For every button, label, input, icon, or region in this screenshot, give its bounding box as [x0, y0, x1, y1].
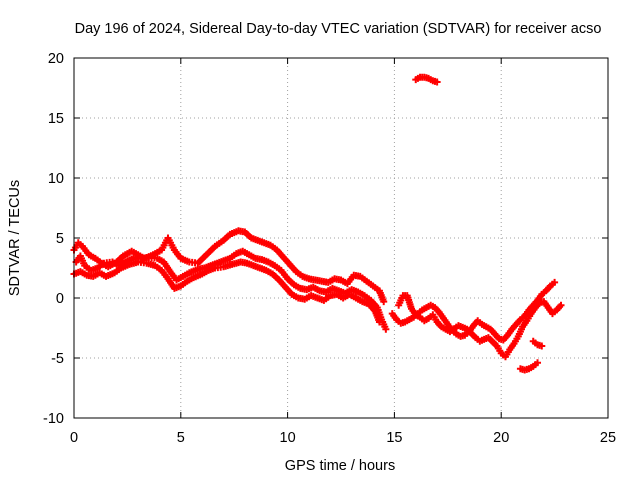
- data-point: [538, 298, 546, 306]
- data-point: [496, 347, 504, 355]
- y-tick-label: 0: [56, 291, 64, 307]
- data-point: [391, 314, 399, 322]
- data-point: [526, 312, 534, 320]
- x-tick-label: 15: [386, 430, 402, 446]
- y-axis: -10 -5 0 5 10 15 20: [43, 51, 608, 427]
- data-point: [461, 324, 469, 332]
- data-points: [70, 73, 565, 374]
- data-point: [517, 325, 525, 333]
- data-point: [422, 316, 430, 324]
- x-axis: 0 5 10 15 20 25: [70, 58, 616, 446]
- data-point: [429, 302, 437, 310]
- data-point: [399, 319, 407, 327]
- data-point: [513, 335, 521, 343]
- data-point: [536, 341, 544, 349]
- data-point: [414, 312, 422, 320]
- y-tick-label: -10: [43, 411, 64, 427]
- data-point: [534, 300, 542, 308]
- data-point: [506, 327, 514, 335]
- data-point: [436, 321, 444, 329]
- data-point: [504, 348, 512, 356]
- data-point: [410, 309, 418, 317]
- data-point: [470, 332, 478, 340]
- data-point: [543, 302, 551, 310]
- data-point: [484, 324, 492, 332]
- data-point: [494, 333, 502, 341]
- y-tick-label: 5: [56, 231, 64, 247]
- data-point: [431, 77, 439, 85]
- data-point: [480, 322, 488, 330]
- data-point: [545, 284, 553, 292]
- y-tick-label: -5: [51, 351, 64, 367]
- data-point: [536, 292, 544, 300]
- data-point: [459, 332, 467, 340]
- data-point: [407, 303, 415, 311]
- grid: [74, 58, 608, 418]
- data-point: [548, 280, 556, 288]
- data-point: [531, 339, 539, 347]
- data-point: [551, 308, 559, 316]
- y-tick-label: 15: [48, 111, 64, 127]
- data-point: [403, 317, 411, 325]
- data-point: [422, 74, 430, 82]
- data-point: [395, 317, 403, 325]
- data-point: [442, 318, 450, 326]
- data-point: [434, 307, 442, 315]
- chart-title: Day 196 of 2024, Sidereal Day-to-day VTE…: [75, 21, 602, 37]
- data-point: [407, 314, 415, 322]
- data-point: [414, 74, 422, 82]
- data-point: [527, 364, 535, 372]
- x-tick-label: 5: [177, 430, 185, 446]
- data-point: [380, 298, 388, 306]
- x-tick-label: 10: [280, 430, 296, 446]
- data-point: [382, 325, 390, 333]
- data-point: [375, 318, 383, 326]
- data-point: [521, 319, 529, 327]
- x-tick-label: 25: [600, 430, 616, 446]
- data-point: [509, 342, 517, 350]
- x-tick-label: 0: [70, 430, 78, 446]
- data-point: [432, 316, 440, 324]
- data-point: [476, 319, 484, 327]
- y-tick-label: 20: [48, 51, 64, 67]
- x-tick-label: 20: [493, 430, 509, 446]
- data-point: [530, 306, 538, 314]
- data-point: [515, 317, 523, 325]
- data-point: [523, 365, 531, 373]
- data-point: [531, 361, 539, 369]
- y-axis-label: SDTVAR / TECUs: [7, 180, 23, 296]
- data-point: [502, 333, 510, 341]
- x-axis-label: GPS time / hours: [285, 458, 395, 474]
- y-tick-label: 10: [48, 171, 64, 187]
- data-point: [420, 305, 428, 313]
- data-point: [540, 289, 548, 297]
- data-point: [427, 76, 435, 84]
- data-point: [438, 312, 446, 320]
- data-point: [491, 340, 499, 348]
- data-point: [556, 303, 564, 311]
